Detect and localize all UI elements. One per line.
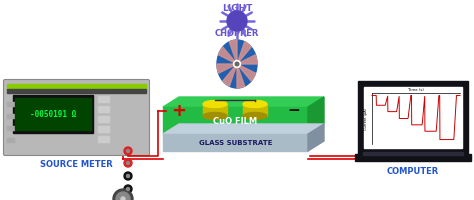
Circle shape [124,172,132,180]
Polygon shape [163,124,324,134]
Text: -0050191 Ω: -0050191 Ω [30,110,76,119]
Text: −: − [288,103,301,118]
Circle shape [127,175,129,178]
Polygon shape [203,104,227,116]
Bar [98,106,110,113]
Polygon shape [163,107,308,134]
Circle shape [124,147,132,155]
Circle shape [124,159,132,167]
Text: Time (s): Time (s) [408,88,424,92]
Text: GLASS SUBSTRATE: GLASS SUBSTRATE [199,140,272,146]
Text: CuO FILM: CuO FILM [213,116,257,125]
Bar [15,99,91,130]
Circle shape [113,189,133,200]
Polygon shape [223,65,237,87]
Bar [98,136,110,143]
Circle shape [124,185,132,193]
Polygon shape [163,134,308,151]
Text: SOURCE METER: SOURCE METER [40,159,113,168]
Bar [13,96,93,133]
Bar [7,85,146,90]
Bar [7,138,15,143]
Polygon shape [308,124,324,151]
Circle shape [234,61,240,68]
Ellipse shape [243,101,267,108]
Bar [363,152,463,155]
Text: Current (μA): Current (μA) [364,108,368,130]
Circle shape [116,192,130,200]
Ellipse shape [243,113,267,120]
Polygon shape [229,41,237,65]
Bar [355,154,471,161]
Circle shape [227,12,247,32]
Text: COMPUTER: COMPUTER [387,166,439,175]
Polygon shape [237,43,251,65]
Bar [364,88,462,148]
Bar [358,82,468,154]
FancyBboxPatch shape [3,80,149,156]
Polygon shape [243,104,267,116]
Bar [7,114,15,119]
Ellipse shape [217,41,257,89]
Text: +: + [172,101,186,119]
Circle shape [127,150,129,153]
Circle shape [235,63,239,66]
Bar [7,90,146,94]
Ellipse shape [203,101,227,108]
Bar [7,102,15,107]
Circle shape [121,197,125,200]
Bar [7,126,15,131]
Circle shape [127,188,129,191]
Polygon shape [308,98,324,134]
Polygon shape [163,98,324,107]
Ellipse shape [203,113,227,120]
Text: CHOPPER: CHOPPER [215,29,259,38]
Text: LIGHT: LIGHT [222,4,252,13]
Bar [98,97,110,103]
Bar [98,116,110,123]
Polygon shape [217,65,237,74]
Circle shape [127,162,129,165]
Polygon shape [219,48,237,65]
Polygon shape [237,56,257,65]
Polygon shape [237,65,245,89]
Bar [98,126,110,133]
Polygon shape [237,65,255,82]
